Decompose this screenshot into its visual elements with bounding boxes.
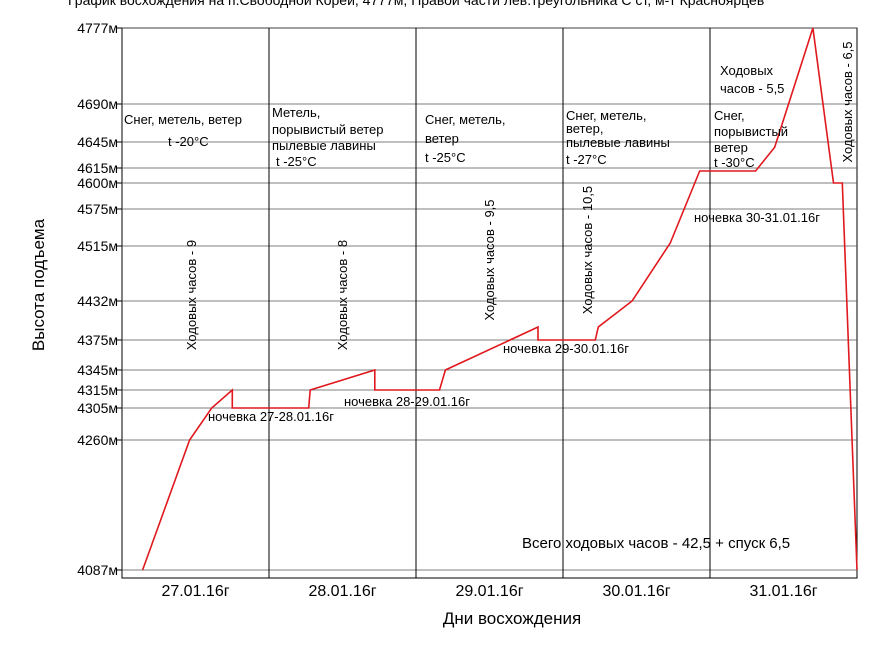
y-tick-label: 4690м — [77, 96, 118, 112]
vertical-note: Ходовых часов - 8 — [335, 240, 350, 350]
vertical-note: Ходовых часов - 9 — [184, 240, 199, 350]
note: ветер — [425, 131, 459, 146]
y-tick-label: 4315м — [77, 382, 118, 398]
note: ночевка 30-31.01.16г — [694, 210, 820, 225]
note: Метель, — [272, 105, 320, 120]
x-tick-label: 30.01.16г — [602, 583, 670, 600]
x-tick-label: 29.01.16г — [455, 583, 523, 600]
chart-title: График восхождения на п.Свободной Кореи,… — [68, 0, 764, 8]
y-tick-label: 4087м — [77, 562, 118, 578]
note: ветер — [714, 140, 748, 155]
note: Снег, метель, ветер — [124, 112, 242, 127]
note: ночевка 28-29.01.16г — [344, 394, 470, 409]
y-tick-label: 4575м — [77, 201, 118, 217]
y-tick-label: 4777м — [77, 20, 118, 36]
y-tick-label: 4515м — [77, 238, 118, 254]
note: порывистый — [714, 124, 788, 139]
note: Ходовых — [720, 63, 774, 78]
note: t -25°C — [425, 150, 466, 165]
note: ночевка 27-28.01.16г — [208, 409, 334, 424]
note: часов - 5,5 — [720, 81, 784, 96]
x-tick-label: 28.01.16г — [308, 583, 376, 600]
note: ночевка 29-30.01.16г — [503, 341, 629, 356]
y-tick-label: 4345м — [77, 362, 118, 378]
y-tick-label: 4600м — [77, 175, 118, 191]
note: t -20°C — [168, 134, 209, 149]
note: ветер, — [566, 121, 603, 136]
note: пылевые лавины — [272, 138, 376, 153]
note: пылевые лавины — [566, 135, 670, 150]
note: Снег, метель, — [425, 112, 506, 127]
x-axis-title: Дни восхождения — [443, 609, 581, 628]
note: t -30°C — [714, 155, 755, 170]
note: t -27°C — [566, 152, 607, 167]
vertical-note: Ходовых часов - 10,5 — [580, 186, 595, 314]
x-tick-label: 27.01.16г — [161, 583, 229, 600]
y-tick-label: 4645м — [77, 134, 118, 150]
x-tick-label: 31.01.16г — [749, 583, 817, 600]
total-note: Всего ходовых часов - 42,5 + спуск 6,5 — [522, 535, 790, 552]
y-tick-label: 4260м — [77, 432, 118, 448]
y-axis-title: Высота подъема — [29, 218, 48, 351]
note: Снег, метель, — [566, 108, 647, 123]
y-tick-label: 4375м — [77, 332, 118, 348]
note: порывистый ветер — [272, 122, 384, 137]
note: t -25°C — [276, 154, 317, 169]
vertical-note: Ходовых часов - 6,5 — [840, 41, 855, 162]
note: Снег, — [714, 108, 745, 123]
y-tick-label: 4615м — [77, 160, 118, 176]
vertical-note: Ходовых часов - 9,5 — [482, 199, 497, 320]
y-tick-label: 4432м — [77, 293, 118, 309]
y-tick-label: 4305м — [77, 400, 118, 416]
ascent-line — [141, 27, 858, 571]
